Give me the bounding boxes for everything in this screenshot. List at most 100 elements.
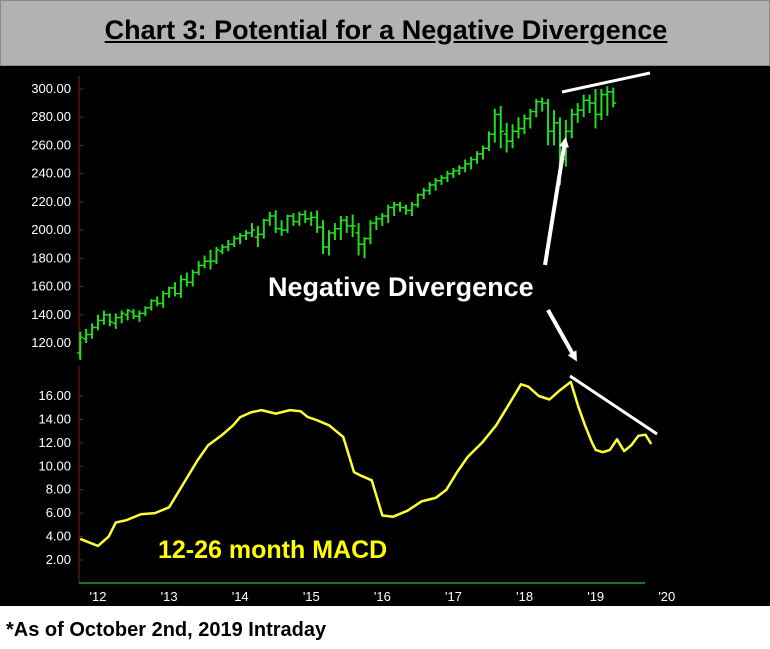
title-bar: Chart 3: Potential for a Negative Diverg… bbox=[0, 0, 770, 66]
price-bar bbox=[574, 103, 581, 123]
price-bar bbox=[568, 108, 575, 139]
macd-label: 12-26 month MACD bbox=[158, 536, 387, 564]
price-bar bbox=[586, 94, 593, 113]
price-bar bbox=[171, 282, 178, 297]
price-bar bbox=[420, 187, 427, 200]
x-tick-label: '15 bbox=[303, 589, 320, 604]
price-bar bbox=[343, 216, 350, 233]
price-bar bbox=[142, 306, 149, 317]
price-bar bbox=[284, 214, 291, 233]
price-bar bbox=[118, 310, 125, 324]
price-bar bbox=[290, 213, 297, 226]
price-bar bbox=[414, 193, 421, 208]
price-bar bbox=[402, 204, 409, 215]
x-tick-label: '13 bbox=[161, 589, 178, 604]
price-bar bbox=[479, 145, 486, 160]
price-bar bbox=[308, 211, 315, 226]
price-bar bbox=[474, 151, 481, 164]
price-bar bbox=[207, 249, 214, 270]
price-bar bbox=[130, 309, 137, 320]
price-bar bbox=[94, 314, 101, 331]
price-bar bbox=[266, 211, 273, 226]
price-bar bbox=[503, 122, 510, 153]
price-bar bbox=[213, 247, 220, 264]
chart-svg: 120.00 140.00 160.00 180.00 200.00 220.00 240.… bbox=[31, 71, 675, 604]
price-bar bbox=[314, 210, 321, 233]
price-bar bbox=[201, 255, 208, 269]
divergence-label: Negative Divergence bbox=[268, 272, 534, 302]
price-y-tick-label: 280.00 bbox=[31, 109, 71, 124]
price-bar bbox=[166, 286, 173, 298]
price-bar bbox=[195, 261, 202, 276]
price-bar bbox=[325, 230, 332, 256]
footnote: *As of October 2nd, 2019 Intraday bbox=[6, 619, 327, 641]
price-bar bbox=[551, 110, 558, 146]
price-bar bbox=[527, 108, 534, 129]
x-tick-label: '17 bbox=[445, 589, 462, 604]
price-bar bbox=[391, 201, 398, 216]
price-bar bbox=[83, 328, 90, 343]
price-bar bbox=[361, 237, 368, 259]
price-bar bbox=[136, 310, 143, 322]
price-bar bbox=[183, 272, 190, 287]
price-bar bbox=[468, 156, 475, 170]
price-bar bbox=[426, 182, 433, 195]
x-tick-label: '14 bbox=[232, 589, 249, 604]
macd-layer bbox=[79, 380, 653, 548]
macd-y-tick-label: 6.00 bbox=[46, 505, 71, 520]
price-bar bbox=[219, 244, 226, 255]
price-bar bbox=[515, 117, 522, 139]
macd-axis: 2.00 4.00 6.00 8.00 10.00 12.00 14.00 16.00 bbox=[38, 366, 83, 584]
price-bar bbox=[237, 232, 244, 245]
price-bar bbox=[367, 220, 374, 245]
arrow-up-icon bbox=[543, 137, 569, 266]
chart-area: 120.00 140.00 160.00 180.00 200.00 220.00 240.… bbox=[0, 66, 770, 606]
price-bar bbox=[485, 131, 492, 152]
macd-y-tick-label: 2.00 bbox=[46, 552, 71, 567]
price-bar bbox=[598, 89, 605, 121]
price-bar bbox=[112, 313, 119, 329]
price-bar bbox=[296, 211, 303, 226]
macd-trend-line bbox=[569, 374, 658, 436]
price-bar bbox=[302, 210, 309, 224]
price-y-tick-label: 260.00 bbox=[31, 137, 71, 152]
price-bar bbox=[124, 309, 131, 321]
price-bar bbox=[539, 97, 546, 112]
macd-y-tick-label: 12.00 bbox=[38, 435, 71, 450]
price-y-tick-label: 180.00 bbox=[31, 250, 71, 265]
price-bar bbox=[100, 310, 107, 325]
chart-title: Chart 3: Potential for a Negative Diverg… bbox=[104, 15, 668, 45]
macd-y-tick-label: 14.00 bbox=[38, 411, 71, 426]
price-axis: 120.00 140.00 160.00 180.00 200.00 220.00 240.… bbox=[31, 76, 83, 358]
arrow-down-icon bbox=[546, 309, 577, 362]
price-bars bbox=[77, 86, 617, 360]
price-y-tick-label: 140.00 bbox=[31, 307, 71, 322]
price-bar bbox=[379, 213, 386, 226]
x-tick-label: '19 bbox=[587, 589, 604, 604]
x-tick-label: '12 bbox=[90, 589, 107, 604]
price-bar bbox=[349, 214, 356, 238]
price-bar bbox=[355, 223, 362, 256]
price-bar bbox=[444, 170, 451, 183]
price-bar bbox=[331, 223, 338, 240]
price-bar bbox=[545, 98, 552, 146]
price-bar bbox=[243, 230, 250, 240]
price-bar bbox=[106, 313, 113, 327]
price-y-tick-label: 120.00 bbox=[31, 335, 71, 350]
price-bar bbox=[272, 210, 279, 233]
price-bar bbox=[438, 175, 445, 185]
price-bar bbox=[89, 323, 96, 339]
price-bar bbox=[491, 108, 498, 143]
price-bar bbox=[521, 114, 528, 135]
price-bar bbox=[337, 216, 344, 240]
macd-series-line bbox=[79, 380, 653, 548]
price-bar bbox=[408, 201, 415, 216]
price-y-tick-label: 200.00 bbox=[31, 222, 71, 237]
price-bar bbox=[385, 204, 392, 224]
price-bar bbox=[397, 201, 404, 212]
price-trend-line bbox=[561, 71, 651, 94]
price-bar bbox=[160, 290, 167, 308]
price-bar bbox=[248, 223, 255, 238]
price-bar bbox=[462, 159, 469, 173]
price-bar bbox=[225, 239, 232, 252]
